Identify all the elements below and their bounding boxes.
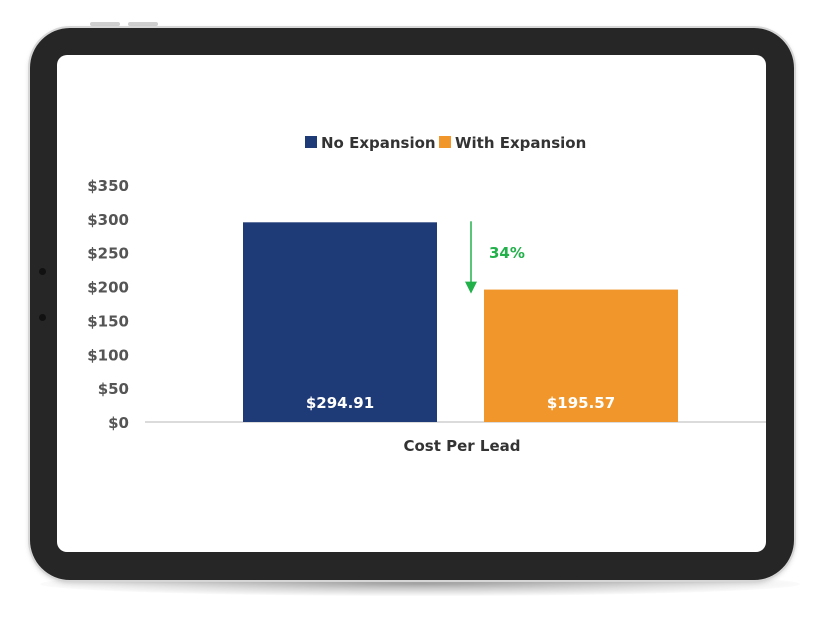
y-tick-label: $100 — [87, 346, 129, 364]
y-tick-label: $150 — [87, 312, 129, 330]
y-tick-label: $250 — [87, 245, 129, 263]
legend-label-no-expansion: No Expansion — [321, 134, 436, 152]
data-label-with-expansion: $195.57 — [547, 394, 615, 412]
legend-swatch-no-expansion — [305, 136, 317, 148]
tablet-side-sensor — [39, 268, 46, 275]
tablet-top-button — [128, 22, 158, 26]
y-tick-label: $300 — [87, 211, 129, 229]
y-tick-label: $0 — [108, 414, 129, 432]
y-tick-label: $200 — [87, 279, 129, 297]
tablet-top-button — [90, 22, 120, 26]
data-label-no-expansion: $294.91 — [306, 394, 374, 412]
decrease-percent-label: 34% — [489, 244, 525, 262]
bar-with-expansion — [484, 289, 678, 422]
decrease-annotation: 34% — [465, 221, 525, 294]
cost-per-lead-chart: No Expansion With Expansion $0 $50 $100 $15… — [87, 134, 766, 455]
tablet-side-sensor — [39, 314, 46, 321]
y-tick-label: $50 — [98, 380, 129, 398]
x-axis-category-label: Cost Per Lead — [403, 437, 520, 455]
decrease-arrow-head — [465, 281, 477, 294]
bar-no-expansion — [243, 222, 437, 422]
legend: No Expansion With Expansion — [305, 134, 586, 152]
legend-swatch-with-expansion — [439, 136, 451, 148]
y-tick-label: $350 — [87, 177, 129, 195]
tablet-screen: No Expansion With Expansion $0 $50 $100 $15… — [57, 55, 766, 552]
legend-label-with-expansion: With Expansion — [455, 134, 586, 152]
y-axis-ticks: $0 $50 $100 $150 $200 $250 $300 $350 — [87, 177, 129, 432]
